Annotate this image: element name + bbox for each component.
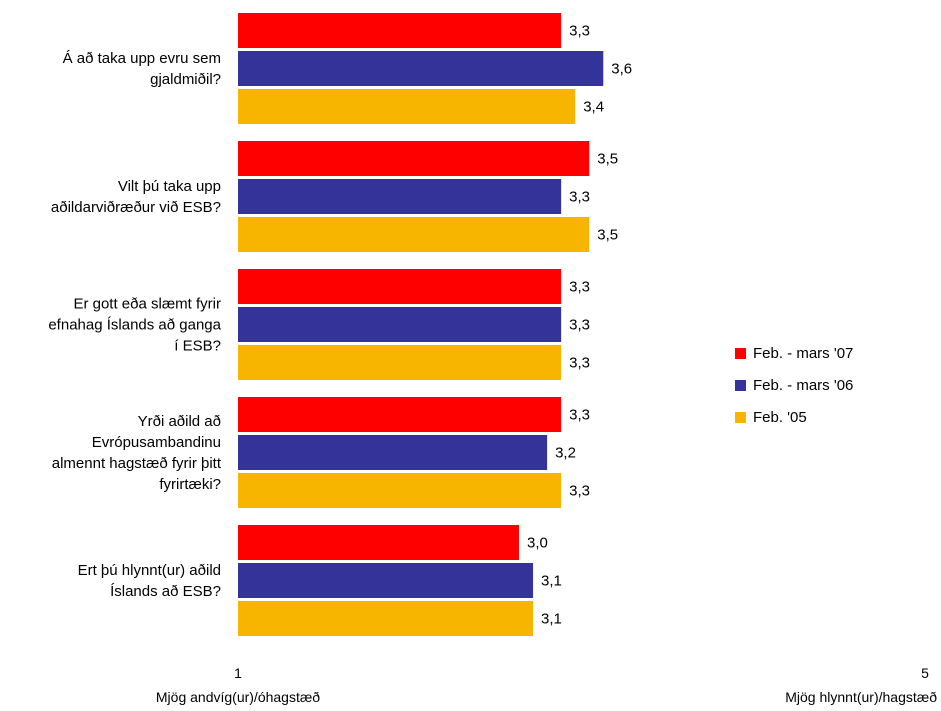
x-axis-max-label: 5 (921, 665, 929, 681)
bar-value-label: 3,5 (597, 151, 618, 168)
bar (238, 269, 562, 304)
bar (238, 601, 534, 636)
category-label-line: Yrði aðild að (138, 413, 221, 430)
bar-value-label: 3,3 (569, 23, 590, 40)
bar-value-label: 3,1 (541, 611, 562, 628)
bar (238, 525, 519, 560)
bar (238, 51, 604, 86)
category-label: Á að taka upp evru sem gjaldmiðil? (63, 50, 221, 88)
bar (238, 141, 590, 176)
bar-value-label: 3,3 (569, 355, 590, 372)
bar-value-label: 3,2 (555, 445, 576, 462)
category-label-line: efnahag Íslands að ganga (48, 317, 221, 334)
category-label: Er gott eða slæmt fyrir efnahag Íslands a… (48, 296, 221, 355)
category-label-line: aðildarviðræður við ESB? (51, 199, 221, 216)
bar (238, 13, 562, 48)
bar (238, 397, 562, 432)
category-label-line: Ert þú hlynnt(ur) aðild (78, 562, 221, 579)
bar (238, 179, 562, 214)
legend-swatch (735, 348, 746, 359)
x-axis: 1 5 Mjög andvíg(ur)/óhagstæð Mjög hlynnt… (156, 665, 937, 705)
category-label-line: Íslands að ESB? (110, 583, 221, 600)
legend-swatch (735, 380, 746, 391)
legend-entry: Feb. '05 (753, 409, 807, 426)
x-axis-min-caption: Mjög andvíg(ur)/óhagstæð (156, 689, 320, 705)
bar-value-label: 3,3 (569, 317, 590, 334)
bar-value-label: 3,4 (583, 99, 604, 116)
bar-value-label: 3,1 (541, 573, 562, 590)
category-label-line: Vilt þú taka upp (118, 178, 221, 195)
category-label: Ert þú hlynnt(ur) aðild Íslands að ESB? (78, 562, 221, 600)
x-axis-min-label: 1 (234, 665, 242, 681)
bar-value-label: 3,5 (597, 227, 618, 244)
category-label-line: fyrirtæki? (159, 476, 221, 493)
bar-value-label: 3,0 (527, 535, 548, 552)
category-label-line: Evrópusambandinu (92, 434, 221, 451)
bar (238, 345, 562, 380)
legend-entry: Feb. - mars '07 (753, 345, 853, 362)
bars-group (238, 13, 604, 636)
bar-value-label: 3,6 (611, 61, 632, 78)
bar (238, 89, 576, 124)
bar-labels-group: 3,3 3,6 3,4 3,5 3,3 3,5 3,3 3,3 3,3 3,3 3,2 3,3 3,0 3… (527, 23, 632, 628)
bar-value-label: 3,3 (569, 407, 590, 424)
x-axis-max-caption: Mjög hlynnt(ur)/hagstæð (785, 689, 937, 705)
bar (238, 563, 534, 598)
bar-value-label: 3,3 (569, 483, 590, 500)
bar-value-label: 3,3 (569, 279, 590, 296)
category-label-line: gjaldmiðil? (150, 71, 221, 88)
bar (238, 217, 590, 252)
legend: Feb. - mars '07 Feb. - mars '06 Feb. '05 (735, 345, 853, 426)
bar-value-label: 3,3 (569, 189, 590, 206)
category-label: Vilt þú taka upp aðildarviðræður við ESB? (51, 178, 221, 216)
category-label-line: Á að taka upp evru sem (63, 50, 221, 67)
category-label: Yrði aðild að Evrópusambandinu almennt hag… (52, 413, 222, 493)
category-label-line: almennt hagstæð fyrir þitt (52, 455, 222, 472)
category-label-line: Er gott eða slæmt fyrir (73, 296, 221, 313)
legend-swatch (735, 412, 746, 423)
legend-entry: Feb. - mars '06 (753, 377, 853, 394)
category-labels-group: Á að taka upp evru sem gjaldmiðil? Vilt þú… (48, 50, 221, 600)
bar (238, 435, 548, 470)
bar (238, 307, 562, 342)
category-label-line: í ESB? (174, 338, 221, 355)
bar (238, 473, 562, 508)
